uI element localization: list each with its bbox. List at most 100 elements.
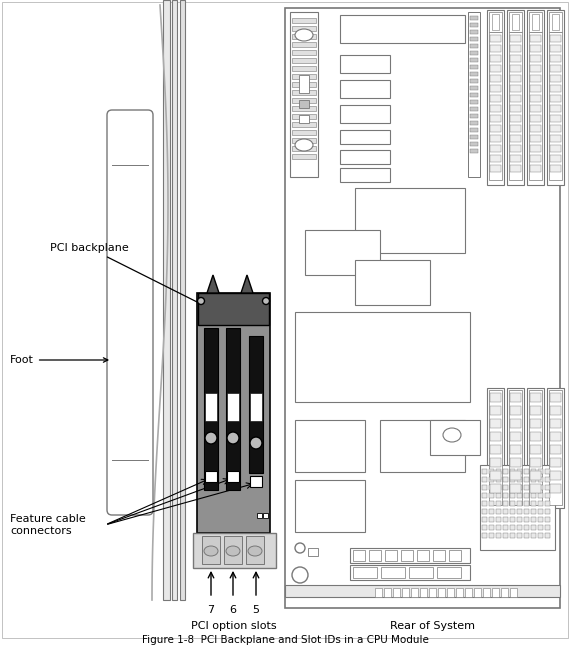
Bar xyxy=(547,10,564,185)
Bar xyxy=(550,125,561,132)
Bar xyxy=(197,293,270,533)
Bar xyxy=(468,12,480,177)
Bar xyxy=(470,100,478,104)
Bar xyxy=(510,484,521,493)
Bar xyxy=(496,477,501,482)
Bar xyxy=(550,75,561,82)
Bar xyxy=(550,445,561,454)
Ellipse shape xyxy=(226,546,240,556)
Bar xyxy=(401,550,413,561)
Bar xyxy=(530,458,541,467)
Bar xyxy=(550,65,561,72)
Bar xyxy=(489,525,494,530)
Bar xyxy=(353,550,365,561)
Bar xyxy=(510,165,521,172)
Bar xyxy=(538,493,543,498)
Bar xyxy=(482,477,487,482)
Bar xyxy=(198,293,269,325)
Bar xyxy=(470,93,478,97)
Bar xyxy=(510,458,521,467)
Bar xyxy=(180,0,185,600)
Circle shape xyxy=(263,298,270,304)
Bar xyxy=(381,567,405,578)
Bar xyxy=(524,485,529,490)
Bar xyxy=(483,588,490,597)
Bar xyxy=(299,75,309,93)
Bar xyxy=(509,12,522,32)
Bar xyxy=(510,105,521,112)
Bar xyxy=(292,114,316,119)
Bar xyxy=(550,406,561,415)
Bar xyxy=(550,484,561,493)
Bar xyxy=(489,509,494,514)
Bar xyxy=(510,393,521,402)
Bar xyxy=(490,419,501,428)
Bar xyxy=(384,588,391,597)
Bar xyxy=(503,493,508,498)
Bar xyxy=(530,125,541,132)
Bar xyxy=(530,75,541,82)
Bar xyxy=(285,8,560,608)
Bar xyxy=(292,66,316,71)
Bar xyxy=(510,525,515,530)
Bar xyxy=(470,65,478,69)
Bar xyxy=(529,12,542,32)
Ellipse shape xyxy=(295,29,313,41)
Bar xyxy=(433,550,445,561)
Bar xyxy=(295,420,365,472)
Bar xyxy=(482,533,487,538)
Bar xyxy=(340,130,390,144)
Bar xyxy=(530,45,541,52)
Bar xyxy=(550,135,561,142)
Bar xyxy=(470,86,478,90)
Bar xyxy=(524,469,529,474)
Bar xyxy=(510,533,515,538)
Text: Rear of System: Rear of System xyxy=(390,621,475,631)
Bar xyxy=(492,588,499,597)
Bar xyxy=(530,145,541,152)
Bar xyxy=(470,114,478,118)
Text: Feature cable
connectors: Feature cable connectors xyxy=(10,514,86,536)
Bar xyxy=(490,55,501,62)
Bar xyxy=(545,517,550,522)
Bar xyxy=(490,125,501,132)
Bar xyxy=(375,588,382,597)
Bar xyxy=(510,477,515,482)
Bar xyxy=(510,35,521,42)
Ellipse shape xyxy=(443,428,461,442)
Bar xyxy=(489,390,502,505)
Bar xyxy=(292,90,316,95)
Bar xyxy=(490,145,501,152)
Circle shape xyxy=(227,432,239,444)
Bar xyxy=(550,432,561,441)
Bar xyxy=(295,312,470,402)
Circle shape xyxy=(295,543,305,553)
Bar xyxy=(292,106,316,111)
Bar xyxy=(163,0,170,600)
Bar xyxy=(510,517,515,522)
Bar xyxy=(510,406,521,415)
Bar xyxy=(530,484,541,493)
Bar xyxy=(490,75,501,82)
FancyBboxPatch shape xyxy=(107,110,153,515)
Bar xyxy=(503,469,508,474)
Bar xyxy=(489,12,502,32)
Bar xyxy=(530,115,541,122)
Bar xyxy=(490,471,501,480)
Bar xyxy=(530,65,541,72)
Bar xyxy=(249,336,263,473)
Bar xyxy=(550,45,561,52)
Bar xyxy=(292,138,316,143)
Bar xyxy=(503,501,508,506)
Bar xyxy=(411,588,418,597)
Bar xyxy=(517,477,522,482)
Bar xyxy=(492,14,499,30)
Bar xyxy=(226,328,240,490)
Bar xyxy=(490,35,501,42)
Bar xyxy=(517,533,522,538)
Bar xyxy=(355,260,430,305)
Bar xyxy=(545,493,550,498)
Bar xyxy=(420,588,427,597)
Bar xyxy=(517,493,522,498)
Bar xyxy=(470,51,478,55)
